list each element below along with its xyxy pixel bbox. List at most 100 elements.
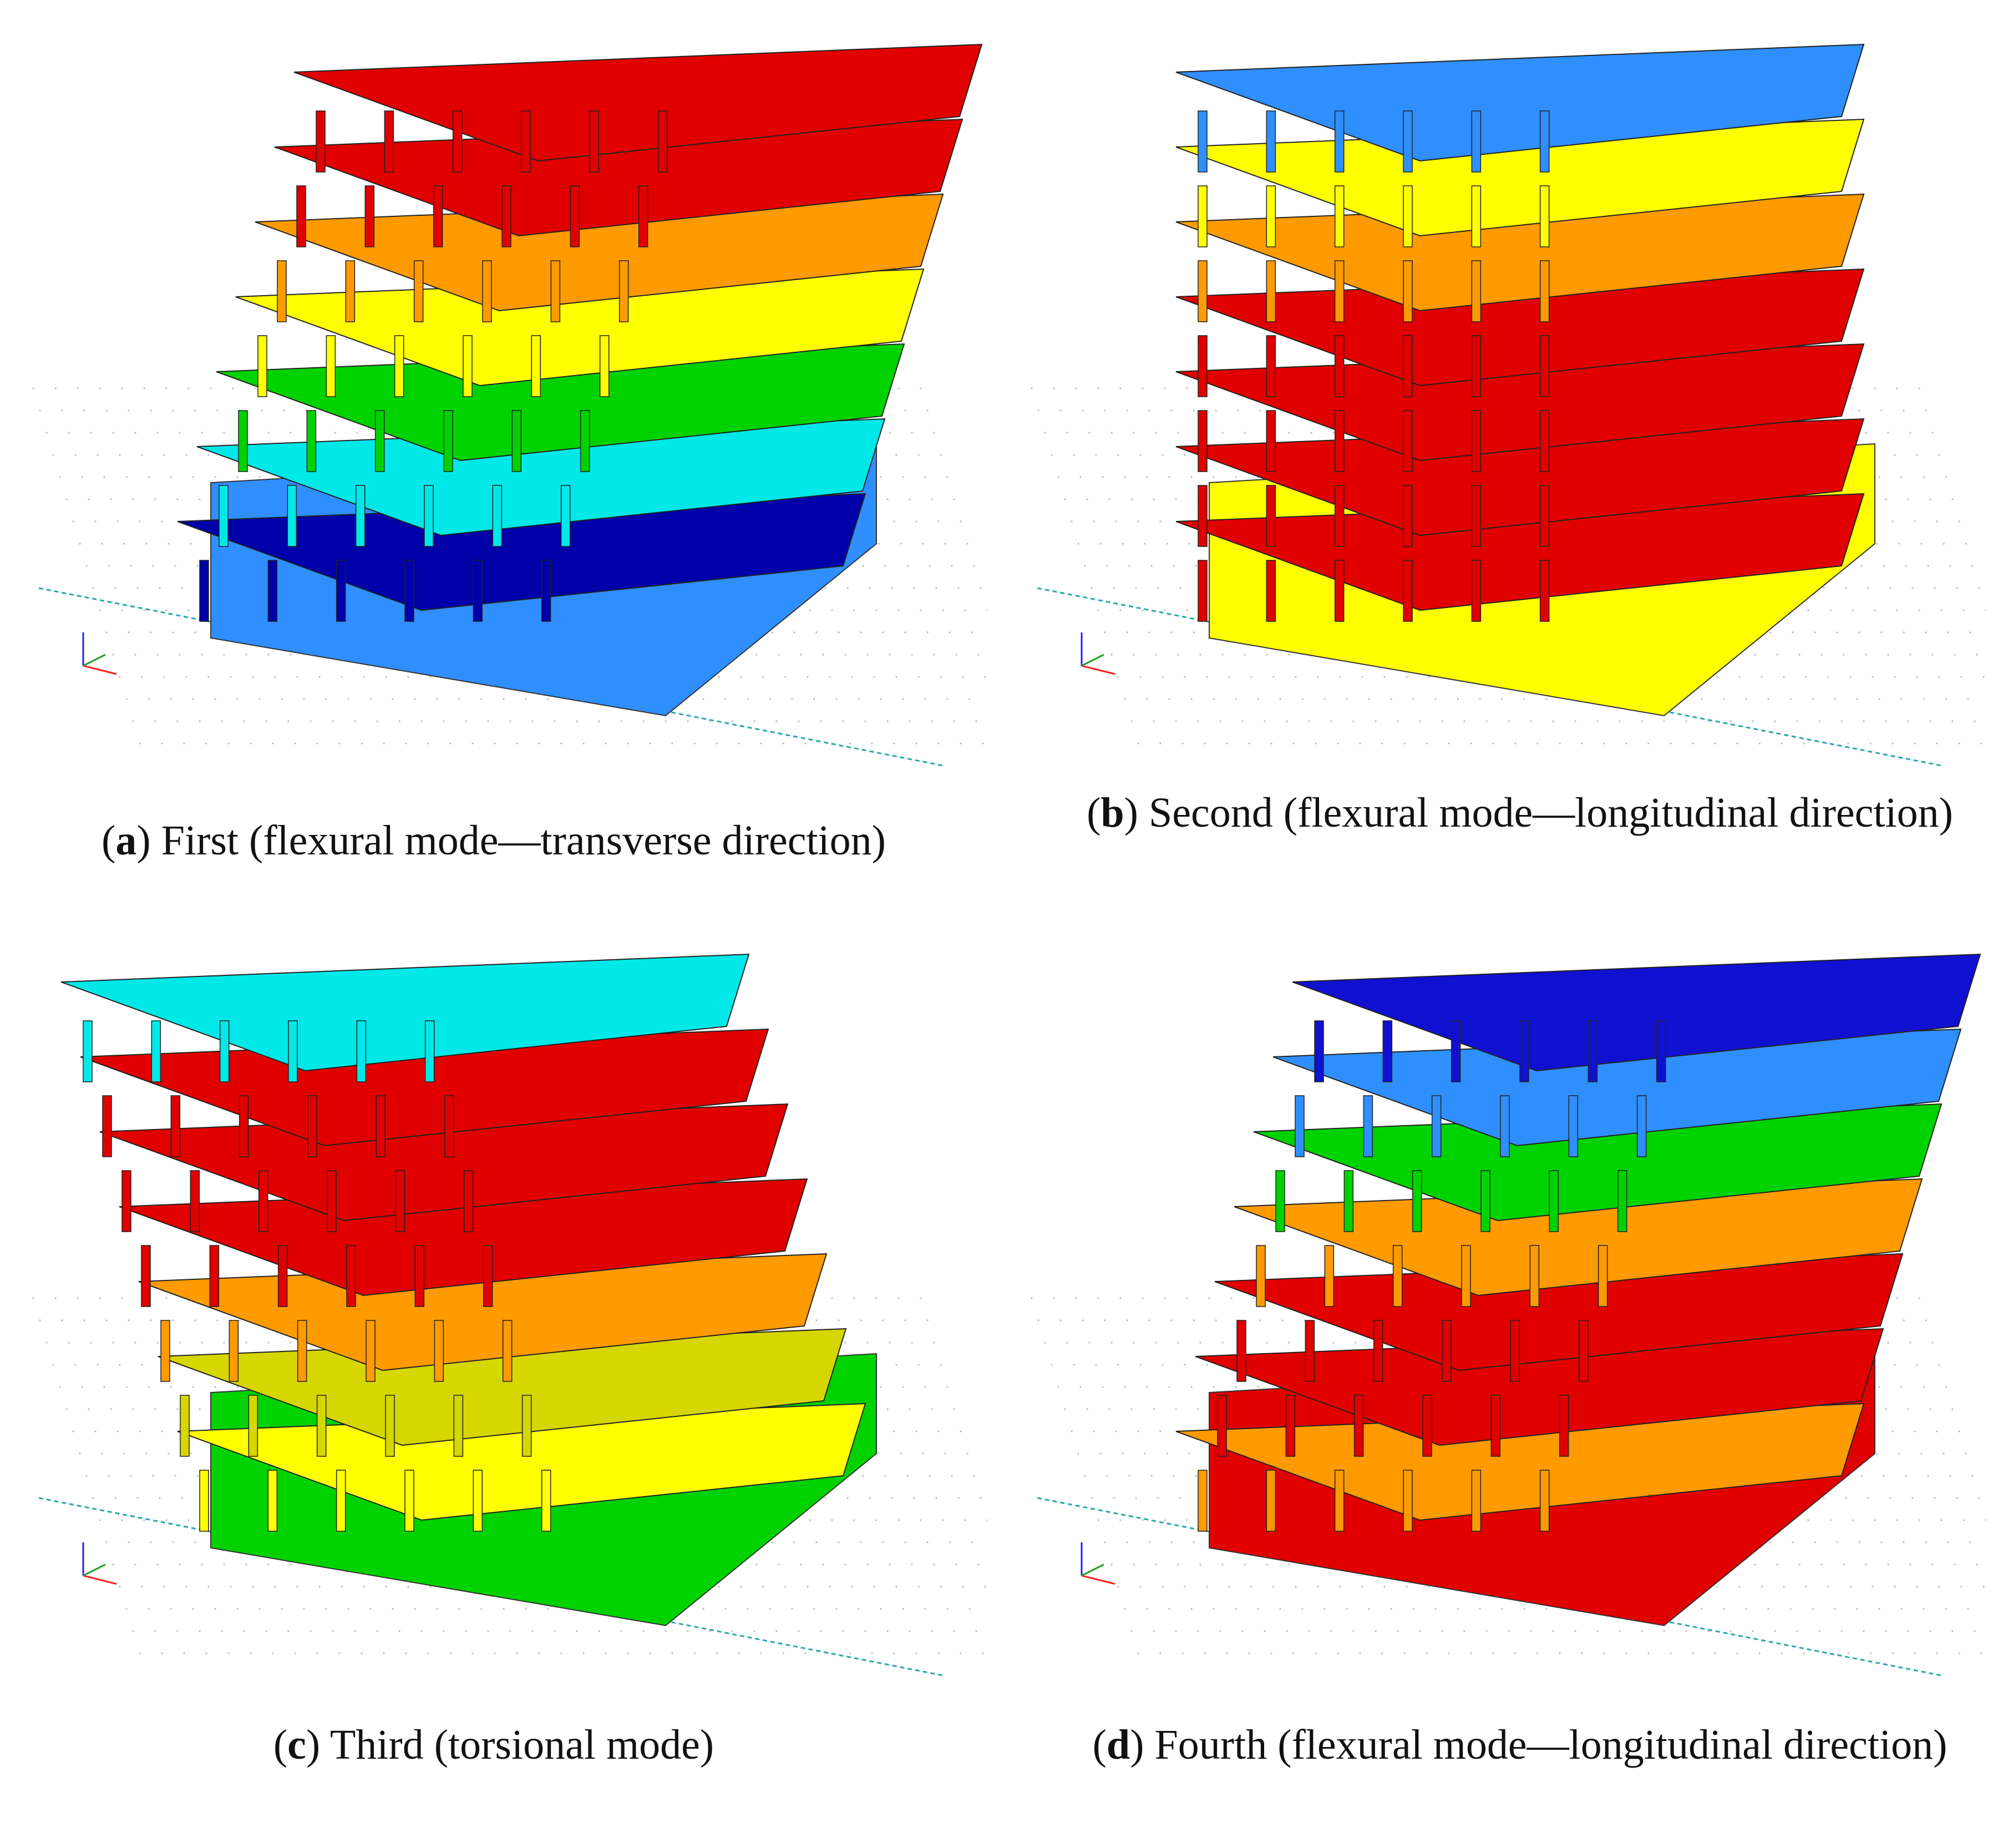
- grid-dot: [303, 1608, 305, 1610]
- grid-dot: [68, 432, 70, 434]
- grid-dot: [693, 742, 696, 745]
- grid-dot: [824, 587, 826, 589]
- grid-dot: [1144, 1452, 1146, 1455]
- grid-dot: [605, 1652, 607, 1654]
- grid-dot: [1796, 1630, 1798, 1632]
- grid-dot: [1308, 720, 1310, 722]
- grid-dot: [216, 1319, 219, 1322]
- grid-dot: [1179, 1497, 1181, 1499]
- grid-dot: [101, 543, 103, 545]
- column: [1539, 110, 1550, 173]
- grid-dot: [1155, 1563, 1157, 1566]
- caption-b: (b) Second (flexural mode—longitudinal d…: [1087, 789, 1953, 836]
- grid-dot: [1647, 1652, 1650, 1654]
- grid-dot: [274, 1586, 276, 1588]
- grid-dot: [405, 742, 407, 745]
- grid-dot: [1947, 1541, 1949, 1543]
- grid-dot: [913, 587, 915, 589]
- grid-dot: [176, 498, 179, 500]
- grid-dot: [716, 742, 718, 745]
- grid-dot: [1514, 1652, 1517, 1654]
- grid-dot: [1099, 543, 1102, 545]
- grid-dot: [1916, 1364, 1918, 1366]
- grid-dot: [924, 1608, 926, 1610]
- grid-dot: [1738, 1586, 1741, 1588]
- grid-dot: [864, 1630, 866, 1632]
- grid-dot: [347, 1608, 349, 1610]
- grid-dot: [283, 409, 285, 412]
- grid-dot: [1159, 1430, 1162, 1432]
- grid-dot: [128, 1541, 130, 1543]
- grid-dot: [1619, 720, 1621, 722]
- grid-dot: [986, 1519, 987, 1521]
- grid-dot: [909, 1630, 911, 1632]
- grid-dot: [1135, 587, 1137, 589]
- grid-dot: [1168, 698, 1170, 700]
- grid-dot: [1840, 1630, 1843, 1632]
- grid-dot: [1974, 1630, 1976, 1632]
- grid-dot: [531, 1630, 534, 1632]
- grid-dot: [1951, 720, 1954, 722]
- grid-dot: [1159, 742, 1162, 745]
- column: [1442, 1320, 1452, 1382]
- grid-dot: [775, 1630, 778, 1632]
- grid-dot: [1264, 1630, 1266, 1632]
- grid-dot: [1885, 498, 1887, 500]
- grid-dot: [944, 543, 946, 545]
- grid-dot: [1716, 1586, 1718, 1588]
- grid-dot: [702, 1608, 704, 1610]
- grid-dot: [1264, 720, 1266, 722]
- grid-dot: [1168, 1608, 1170, 1610]
- grid-dot: [83, 1319, 85, 1322]
- grid-dot: [1166, 1452, 1168, 1455]
- grid-dot: [1135, 1497, 1137, 1499]
- grid-dot: [216, 409, 219, 412]
- grid-dot: [693, 1652, 696, 1654]
- grid-dot: [929, 565, 931, 567]
- grid-dot: [1441, 1630, 1443, 1632]
- grid-dot: [1361, 1586, 1363, 1588]
- grid-dot: [190, 1452, 192, 1455]
- grid-dot: [1170, 409, 1173, 412]
- grid-dot: [405, 1652, 407, 1654]
- grid-dot: [1883, 1475, 1885, 1477]
- grid-dot: [1257, 698, 1259, 700]
- grid-dot: [1248, 1652, 1250, 1654]
- grid-dot: [915, 520, 917, 523]
- grid-dot: [145, 1452, 148, 1455]
- grid-dot: [1186, 387, 1188, 389]
- grid-dot: [1073, 454, 1075, 456]
- grid-dot: [798, 1630, 800, 1632]
- grid-dot: [1641, 720, 1643, 722]
- column: [385, 1395, 395, 1457]
- grid-dot: [85, 565, 88, 567]
- grid-dot: [1368, 698, 1370, 700]
- grid-dot: [205, 742, 207, 745]
- grid-dot: [1783, 1586, 1785, 1588]
- grid-dot: [119, 1586, 121, 1588]
- grid-dot: [1057, 476, 1059, 478]
- grid-dot: [1923, 1386, 1925, 1388]
- column: [638, 185, 648, 247]
- column: [1266, 410, 1276, 472]
- grid-dot: [1091, 1497, 1093, 1499]
- grid-dot: [1918, 1297, 1920, 1299]
- grid-dot: [1949, 1475, 1951, 1477]
- grid-dot: [179, 432, 181, 434]
- grid-dot: [1288, 1341, 1290, 1344]
- grid-dot: [316, 742, 318, 745]
- grid-dot: [1226, 1652, 1228, 1654]
- grid-dot: [560, 742, 562, 745]
- grid-dot: [1814, 1541, 1816, 1543]
- grid-dot: [1053, 387, 1055, 389]
- grid-dot: [1869, 742, 1872, 745]
- structure-model-d: [1031, 953, 1986, 1677]
- grid-dot: [917, 1364, 920, 1366]
- grid-dot: [1874, 1519, 1876, 1521]
- column: [473, 1470, 483, 1532]
- figure-panel-d: [998, 910, 1986, 1698]
- grid-dot: [290, 1563, 292, 1566]
- grid-dot: [1479, 1608, 1481, 1610]
- grid-dot: [1177, 1563, 1179, 1566]
- grid-dot: [132, 1408, 134, 1410]
